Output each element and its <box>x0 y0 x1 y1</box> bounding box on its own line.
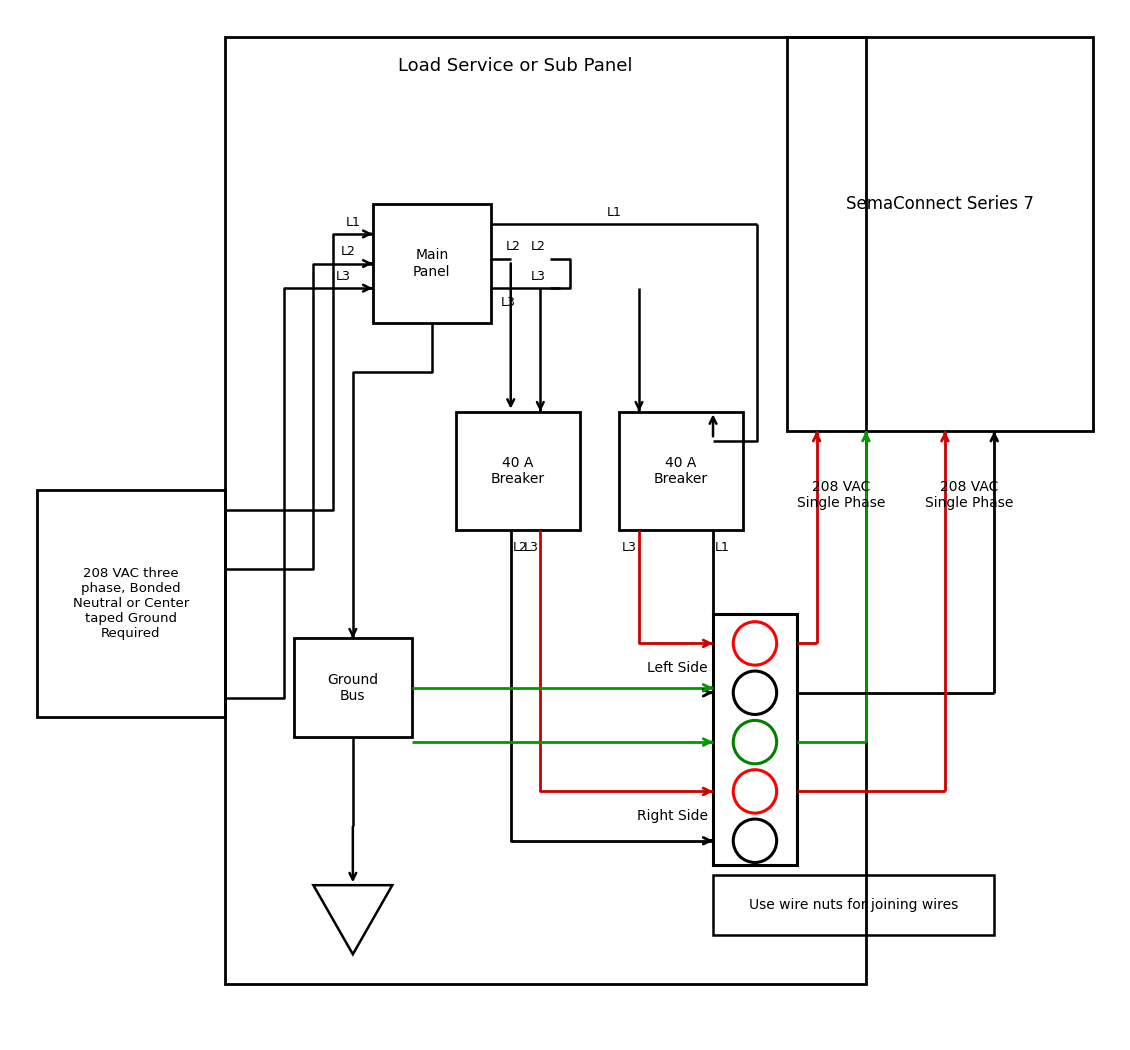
Bar <box>786 37 1093 432</box>
Text: L3: L3 <box>523 541 538 554</box>
Text: L2: L2 <box>530 240 546 253</box>
Text: 208 VAC three
phase, Bonded
Neutral or Center
taped Ground
Required: 208 VAC three phase, Bonded Neutral or C… <box>72 567 189 640</box>
Text: L3: L3 <box>501 296 515 310</box>
Bar <box>37 490 225 717</box>
Text: Right Side: Right Side <box>637 810 709 823</box>
Text: 208 VAC
Single Phase: 208 VAC Single Phase <box>925 480 1014 510</box>
Text: 40 A
Breaker: 40 A Breaker <box>492 456 545 486</box>
Bar <box>294 638 412 737</box>
Bar <box>225 37 866 984</box>
Text: Ground
Bus: Ground Bus <box>328 673 379 702</box>
Text: L3: L3 <box>623 541 637 554</box>
Text: 208 VAC
Single Phase: 208 VAC Single Phase <box>797 480 886 510</box>
Bar <box>619 412 742 530</box>
Text: SemaConnect Series 7: SemaConnect Series 7 <box>846 195 1034 213</box>
Text: L1: L1 <box>346 215 360 229</box>
Text: Main
Panel: Main Panel <box>414 249 451 278</box>
Text: Left Side: Left Side <box>647 662 709 675</box>
Text: L2: L2 <box>506 240 521 253</box>
Text: L2: L2 <box>340 245 355 258</box>
Text: L1: L1 <box>607 206 622 218</box>
Text: L2: L2 <box>513 541 528 554</box>
Bar <box>713 876 994 934</box>
Bar <box>713 614 797 865</box>
Text: L1: L1 <box>715 541 730 554</box>
Bar <box>457 412 580 530</box>
Text: L3: L3 <box>336 270 350 282</box>
Text: Load Service or Sub Panel: Load Service or Sub Panel <box>399 57 633 76</box>
Text: 40 A
Breaker: 40 A Breaker <box>654 456 709 486</box>
Text: L3: L3 <box>530 270 546 282</box>
Bar <box>373 205 492 322</box>
Text: Use wire nuts for joining wires: Use wire nuts for joining wires <box>749 898 958 911</box>
